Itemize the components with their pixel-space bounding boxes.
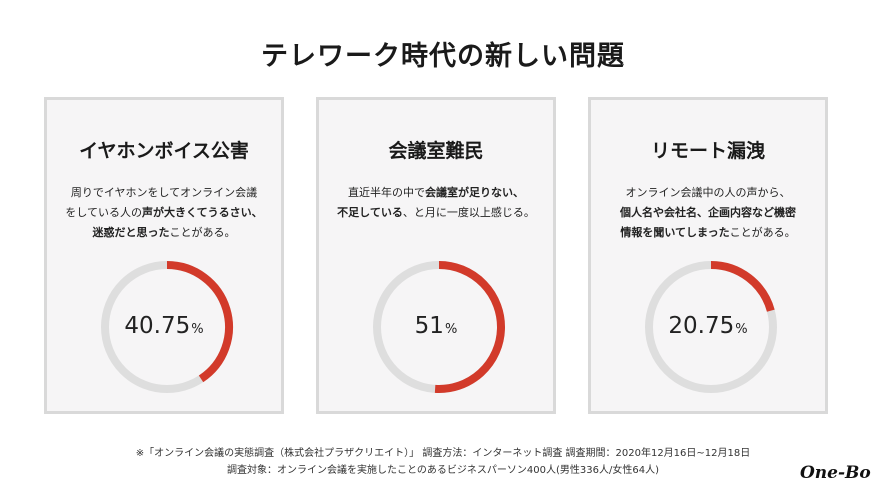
percentage-value: 20.75 [668, 313, 735, 339]
footnote-subjects: 調査対象：オンライン会議を実施したことのあるビジネスパーソン400人(男性336… [227, 465, 659, 476]
percentage-value: 51 [414, 313, 444, 339]
card-description: 直近半年の中で会議室が足りない、 不足している、と月に一度以上感じる。 [319, 183, 553, 223]
donut-chart [373, 261, 505, 393]
donut-chart [101, 261, 233, 393]
description-bold-text: 声が大きくてうるさい、 [142, 206, 263, 219]
description-text: 直近半年の中で [348, 186, 425, 199]
description-text: 周りでイヤホンをしてオンライン会議 [70, 186, 258, 199]
description-text: ことがある。 [169, 226, 236, 239]
percentage-label: 40.75% [47, 313, 281, 339]
donut-chart [645, 261, 777, 393]
percentage-unit: % [735, 322, 748, 337]
stat-card-meeting-room: 会議室難民 直近半年の中で会議室が足りない、 不足している、と月に一度以上感じる。… [316, 97, 556, 414]
description-line: 情報を聞いてしまったことがある。 [591, 223, 825, 243]
stat-card-remote-leak: リモート漏洩 オンライン会議中の人の声から、 個人名や会社名、企画内容など機密 情報… [588, 97, 828, 414]
description-bold-text: 不足している [337, 206, 403, 219]
description-text: ことがある。 [729, 226, 796, 239]
description-text: オンライン会議中の人の声から、 [625, 186, 791, 199]
stat-card-earphone: イヤホンボイス公害 周りでイヤホンをしてオンライン会議をしている人の声が大きくて… [44, 97, 284, 414]
percentage-unit: % [444, 322, 458, 337]
description-line: 個人名や会社名、企画内容など機密 [591, 203, 825, 223]
card-description: 周りでイヤホンをしてオンライン会議 をしている人の声が大きくてうるさい、 迷惑だと思… [47, 183, 281, 243]
description-text: をしている人の [65, 206, 142, 219]
description-line: オンライン会議中の人の声から、 [591, 183, 825, 203]
description-bold-text: 情報を聞いてしまった [620, 226, 730, 239]
description-bold-text: 個人名や会社名、企画内容など機密 [620, 206, 796, 219]
brand-logo: One-Bo [800, 463, 871, 483]
description-line: 周りでイヤホンをしてオンライン会議 [47, 183, 281, 203]
card-title: イヤホンボイス公害 [79, 140, 249, 162]
description-line: 直近半年の中で会議室が足りない、 [319, 183, 553, 203]
card-description: オンライン会議中の人の声から、 個人名や会社名、企画内容など機密 情報を聞いてしまっ… [591, 183, 825, 243]
description-bold-text: 会議室が足りない、 [425, 186, 524, 199]
percentage-label: 20.75% [591, 313, 825, 339]
card-title: リモート漏洩 [650, 140, 765, 162]
percentage-value: 40.75 [124, 313, 191, 339]
percentage-unit: % [191, 322, 204, 337]
footnote-survey: ※「オンライン会議の実態調査（株式会社プラザクリエイト）」 調査方法：インターネ… [135, 448, 751, 459]
description-line: をしている人の声が大きくてうるさい、 [47, 203, 281, 223]
donut-value-arc [434, 261, 505, 393]
percentage-label: 51% [319, 313, 553, 339]
description-text: 、と月に一度以上感じる。 [402, 206, 535, 219]
donut-value-arc [166, 261, 233, 383]
card-title: 会議室難民 [388, 140, 484, 162]
description-line: 迷惑だと思ったことがある。 [47, 223, 281, 243]
page-title: テレワーク時代の新しい問題 [261, 41, 625, 72]
description-bold-text: 迷惑だと思った [92, 226, 170, 239]
description-line: 不足している、と月に一度以上感じる。 [319, 203, 553, 223]
donut-value-arc [710, 261, 775, 312]
